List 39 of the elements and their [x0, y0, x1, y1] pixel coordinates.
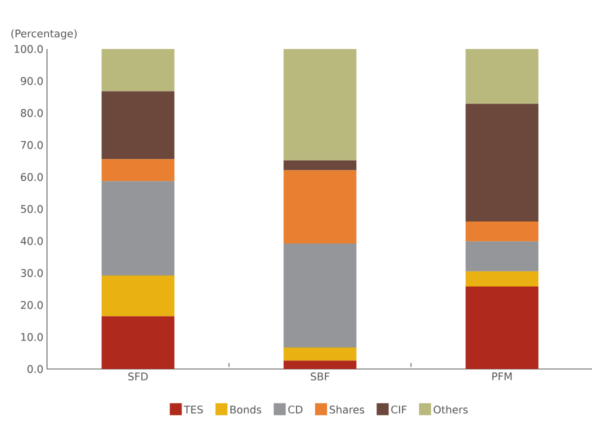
- bar: [284, 360, 356, 369]
- x-tick-label: PFM: [492, 372, 512, 380]
- y-tick-label: 10.0: [21, 333, 43, 341]
- y-axis-title: (Percentage): [11, 29, 77, 40]
- bar: [466, 286, 538, 369]
- x-tick-label: SBF: [310, 372, 330, 380]
- legend-label: Shares: [330, 405, 364, 414]
- y-tick-label: 80.0: [20, 109, 43, 117]
- bar: [102, 48, 174, 92]
- bar: [466, 271, 538, 286]
- bar: [284, 244, 356, 348]
- bar: [102, 159, 174, 182]
- y-tick-label: 0.0: [28, 365, 43, 373]
- y-tick-label: 40.0: [20, 237, 43, 245]
- bar: [102, 276, 174, 316]
- x-tick-label: SFD: [128, 372, 148, 380]
- bar: [466, 221, 538, 242]
- y-tick-label: 100.0: [14, 45, 43, 53]
- bar: [284, 48, 356, 160]
- legend-label: CD: [288, 406, 302, 414]
- bar: [102, 316, 174, 369]
- bar: [466, 241, 538, 272]
- bar: [284, 170, 356, 244]
- y-tick-label: 30.0: [20, 269, 43, 277]
- legend-label: TES: [184, 406, 203, 414]
- bar: [284, 160, 356, 170]
- y-tick-label: 70.0: [21, 141, 43, 149]
- bar: [284, 348, 356, 361]
- legend-label: Others: [434, 405, 468, 414]
- legend-label: CIF: [391, 406, 406, 414]
- bar: [466, 48, 538, 104]
- y-tick-label: 50.0: [21, 205, 43, 213]
- y-tick-label: 20.0: [20, 301, 43, 309]
- bar: [466, 104, 538, 222]
- bar: [102, 91, 174, 160]
- bar: [102, 181, 174, 276]
- y-tick-label: 90.0: [20, 77, 43, 85]
- legend-label: Bonds: [230, 405, 262, 414]
- y-tick-label: 60.0: [20, 173, 43, 181]
